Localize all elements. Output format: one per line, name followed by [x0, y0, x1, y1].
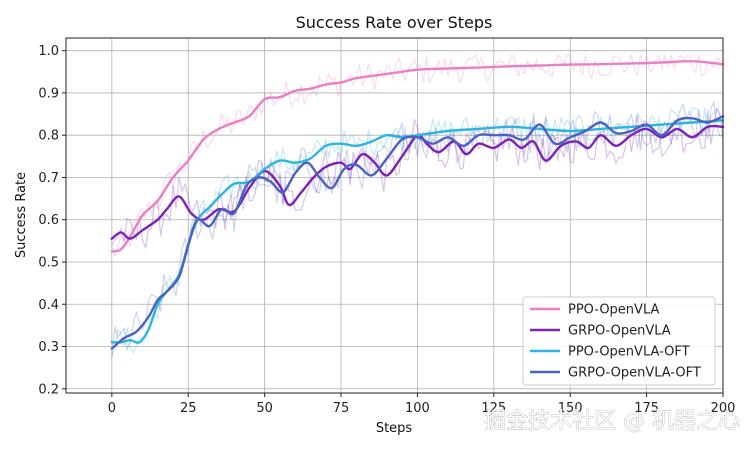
- legend-label: PPO-OpenVLA: [568, 303, 659, 318]
- x-tick-label: 125: [481, 401, 506, 416]
- raw-trace-1: [111, 106, 724, 250]
- raw-trace-3: [111, 100, 724, 358]
- series-line-ppo-openvla: [110, 59, 725, 253]
- x-axis-title: Steps: [376, 421, 413, 436]
- legend-box: [522, 296, 716, 386]
- legend-label: PPO-OpenVLA-OFT: [568, 345, 690, 360]
- y-tick-label: 0.8: [38, 129, 59, 144]
- watermark: 掘金技术社区 @ 机器之心: [484, 409, 740, 434]
- legend: PPO-OpenVLA GRPO-OpenVLA PPO-OpenVLA-OFT GR…: [522, 296, 716, 386]
- series-line-grpo-openvla-oft: [110, 115, 725, 350]
- y-tick-label: 0.2: [38, 382, 59, 397]
- chart-title: Success Rate over Steps: [296, 13, 493, 32]
- x-tick-label: 175: [634, 401, 659, 416]
- x-tick-label: 0: [108, 401, 116, 416]
- legend-label: GRPO-OpenVLA: [568, 324, 671, 339]
- y-tick-label: 0.9: [38, 86, 59, 101]
- grid-lines: [66, 38, 724, 393]
- axis-ticks: 0 25 50 75 100 125 150 175 200 0.2 0.3 0.4 0.5 0.6 0.7…: [38, 44, 735, 416]
- y-tick-label: 0.4: [38, 298, 59, 313]
- y-tick-label: 0.6: [38, 213, 59, 228]
- x-tick-label: 200: [711, 401, 736, 416]
- y-axis-title: Success Rate: [14, 172, 29, 258]
- x-tick-label: 100: [405, 401, 430, 416]
- series-lines: [110, 59, 725, 350]
- legend-label: GRPO-OpenVLA-OFT: [568, 366, 701, 381]
- x-tick-label: 150: [558, 401, 583, 416]
- x-tick-label: 25: [180, 401, 197, 416]
- plot-frame: [65, 37, 724, 394]
- x-tick-label: 75: [333, 401, 350, 416]
- y-tick-label: 1.0: [38, 44, 59, 59]
- y-tick-label: 0.3: [38, 340, 59, 355]
- x-tick-label: 50: [256, 401, 273, 416]
- y-tick-label: 0.5: [38, 255, 59, 270]
- y-tick-label: 0.7: [38, 171, 59, 186]
